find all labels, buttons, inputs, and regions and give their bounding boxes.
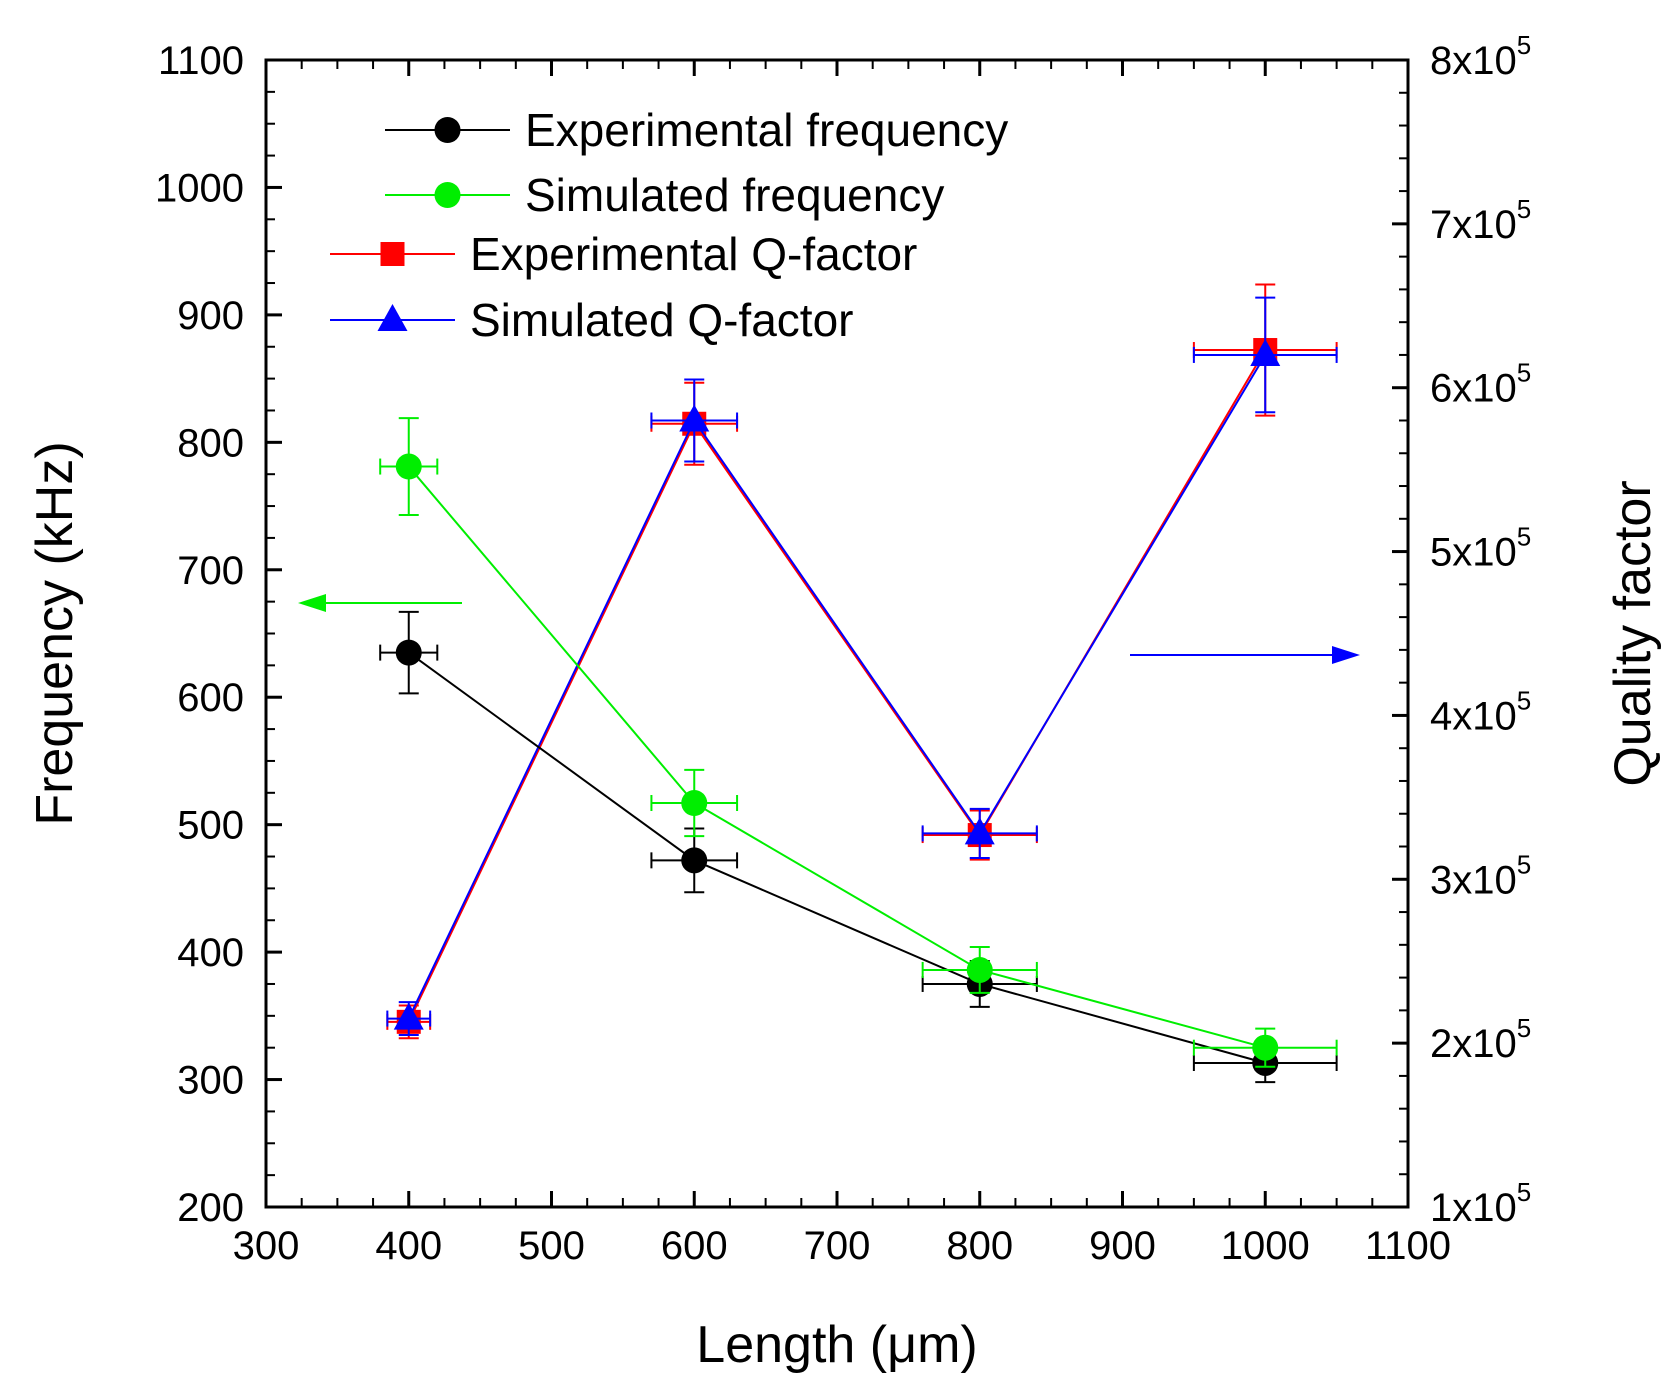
y-right-tick-label: 6x105 — [1430, 358, 1531, 411]
series-line-simulated-q-factor — [407, 354, 1267, 1019]
x-axis-title: Length (μm) — [696, 1316, 977, 1374]
data-point-experimental-frequency — [681, 847, 708, 874]
y-left-tick-label: 400 — [177, 931, 244, 975]
data-point-simulated-q-factor — [1250, 338, 1281, 366]
data-point-simulated-q-factor — [679, 404, 710, 432]
x-tick-label: 1100 — [1365, 1224, 1451, 1268]
data-point-simulated-frequency — [1252, 1034, 1279, 1061]
y-right-tick-label: 1x105 — [1430, 1177, 1531, 1230]
y-left-tick-label: 1000 — [155, 166, 244, 210]
x-tick-label: 700 — [804, 1224, 871, 1268]
y-right-axis-title: Quality factor — [1604, 480, 1662, 786]
x-tick-label: 400 — [375, 1224, 442, 1268]
legend-marker-simulated-frequency — [434, 182, 461, 208]
y-left-tick-label: 500 — [177, 804, 244, 848]
y-right-tick-label: 4x105 — [1430, 685, 1531, 738]
y-left-tick-label: 1100 — [158, 39, 244, 83]
series-line-experimental-q-factor — [407, 349, 1267, 1023]
y-left-tick-label: 900 — [177, 294, 244, 338]
legend-label-simulated-frequency: Simulated frequency — [525, 169, 944, 221]
data-point-experimental-frequency — [395, 639, 422, 666]
data-point-simulated-frequency — [681, 790, 708, 817]
data-point-simulated-frequency — [395, 453, 422, 480]
y-left-tick-label: 200 — [177, 1186, 244, 1230]
series-line-simulated-frequency — [407, 465, 1266, 1049]
legend-marker-simulated-q-factor — [377, 304, 408, 331]
data-point-simulated-q-factor — [393, 1002, 424, 1030]
legend-marker-experimental-frequency — [434, 117, 461, 143]
x-tick-label: 500 — [518, 1224, 585, 1268]
y-right-tick-label: 3x105 — [1430, 849, 1531, 902]
y-left-axis-title: Frequency (kHz) — [26, 441, 84, 825]
x-tick-label: 300 — [233, 1224, 300, 1268]
y-left-tick-label: 800 — [177, 421, 244, 465]
x-tick-label: 600 — [661, 1224, 728, 1268]
legend-label-experimental-frequency: Experimental frequency — [525, 104, 1008, 156]
y-left-tick-label: 300 — [177, 1059, 244, 1103]
x-tick-label: 800 — [946, 1224, 1013, 1268]
data-point-simulated-frequency — [966, 956, 993, 983]
data-point-simulated-q-factor — [964, 817, 995, 845]
y-right-tick-label: 7x105 — [1430, 194, 1531, 247]
y-left-tick-label: 700 — [177, 549, 244, 593]
x-tick-label: 1000 — [1221, 1224, 1310, 1268]
y-right-tick-label: 8x105 — [1430, 30, 1531, 83]
right-axis-arrow-head — [1332, 646, 1360, 664]
legend-label-experimental-q-factor: Experimental Q-factor — [470, 228, 917, 280]
y-right-tick-label: 5x105 — [1430, 522, 1531, 575]
y-left-tick-label: 600 — [177, 676, 244, 720]
left-axis-arrow-head — [298, 594, 326, 612]
legend-marker-experimental-q-factor — [380, 242, 405, 266]
y-right-tick-label: 2x105 — [1430, 1013, 1531, 1066]
plot-layer: 300 400 500 600 700 800 900 1000 110020030040050… — [26, 30, 1662, 1374]
x-tick-label: 900 — [1089, 1224, 1156, 1268]
legend-label-simulated-q-factor: Simulated Q-factor — [470, 294, 853, 346]
series-line-experimental-frequency — [408, 651, 1266, 1064]
